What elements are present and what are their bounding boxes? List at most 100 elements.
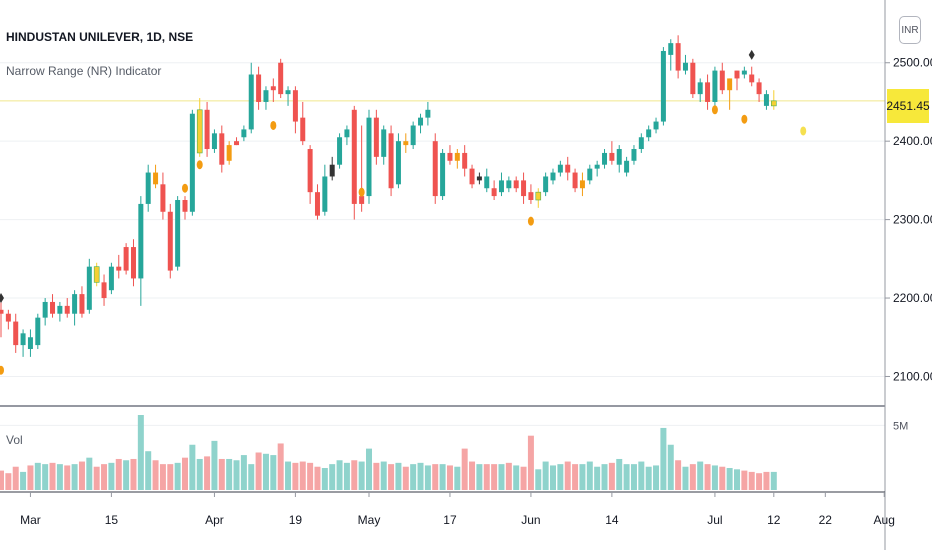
volume-label[interactable]: Vol [6,433,23,447]
volume-bar [366,448,372,490]
volume-bar [189,444,196,490]
candle-body [72,294,78,314]
volume-bar [152,460,159,490]
volume-bar [388,464,395,490]
volume-bar [726,468,733,490]
candle-body [462,152,468,169]
candle-body [521,180,527,197]
candle-body [285,90,291,95]
volume-bar [373,462,380,490]
candles-layer [0,35,777,357]
nr-dot-marker [196,160,203,170]
volume-bar [343,462,350,490]
candle-body [337,137,343,165]
candle-body [263,90,269,102]
volume-bar [675,460,682,490]
candle-body [535,191,542,201]
volume-bar [483,464,490,490]
candle-body [248,74,254,130]
time-axis[interactable]: Mar 15 Apr 19 May 17 Jun 14 Jul 12 22 Aug [20,492,895,527]
candle-body [513,180,519,189]
volume-bar [498,464,505,490]
volume-bar [71,464,78,490]
candle-body [432,141,438,197]
volume-bar [505,462,512,490]
candle-body [602,152,608,165]
time-tick-label: Mar [20,513,41,527]
volume-bar [608,462,615,490]
volume-bar [12,466,19,490]
candle-body [668,43,674,55]
candle-body [587,168,593,181]
candle-body [359,196,365,204]
time-tick-label: Jun [521,513,540,527]
volume-bar [461,448,468,490]
volume-bar [20,471,27,490]
nr-dot-marker [358,187,365,197]
volume-bar [196,458,203,490]
time-tick-label: Jul [707,513,722,527]
volume-bar [27,465,34,490]
candle-body [756,82,762,95]
volume-bar [292,462,299,490]
candle-body [366,117,372,197]
candle-body [57,305,63,314]
volume-bar [527,435,534,490]
volume-bar [159,464,166,490]
volume-bar [101,464,108,490]
candle-body [123,247,129,271]
volume-bar [653,465,660,490]
volume-bar [262,453,269,490]
candle-body [594,164,600,169]
candle-body [307,149,313,193]
candle-body [454,152,460,161]
volume-bar [182,457,188,490]
volume-bar [770,471,777,490]
candle-body [256,74,262,102]
time-tick-label: 15 [105,513,119,527]
candle-body [565,164,571,173]
volume-bar [689,464,696,490]
currency-button[interactable]: INR [899,16,921,44]
candle-body [749,74,755,83]
candle-body [145,172,151,204]
volume-bar [697,461,704,490]
indicator-name[interactable]: Narrow Range (NR) Indicator [6,64,162,78]
volume-bar [550,465,556,490]
time-tick-label: 17 [443,513,457,527]
candle-body [116,266,122,271]
volume-bar [5,473,12,490]
volume-bar [616,458,623,490]
symbol-title: HINDUSTAN UNILEVER, 1D, NSE [6,30,194,44]
time-tick-label: May [358,513,381,527]
candle-body [175,200,181,267]
time-tick-label: 12 [767,513,781,527]
candle-body [705,82,711,102]
candle-body [241,129,247,138]
time-tick-label: 14 [605,513,619,527]
candle-body [631,149,637,161]
time-tick-label: 19 [289,513,303,527]
volume-bar [86,457,93,490]
volume-bar [623,464,630,490]
volume-bar [476,464,483,490]
volume-bar [601,464,608,490]
volume-bar [277,443,284,490]
candle-body [734,70,740,79]
candle-body [108,266,114,291]
candle-body [697,82,703,95]
nr-diamond-marker [0,293,4,304]
volume-bar [424,465,431,490]
volume-bar [299,461,306,490]
price-axis[interactable]: 2100.00 2200.00 2300.00 2400.00 2500.00 5M [885,56,932,433]
time-tick-label: Aug [874,513,895,527]
volume-bar [307,462,314,490]
volume-bar [564,461,571,490]
price-gridlines [0,62,885,426]
volume-bar [579,464,586,490]
candle-body [712,70,718,102]
volume-bar [380,461,387,490]
volume-bar [174,462,181,490]
volume-bar [145,451,152,490]
